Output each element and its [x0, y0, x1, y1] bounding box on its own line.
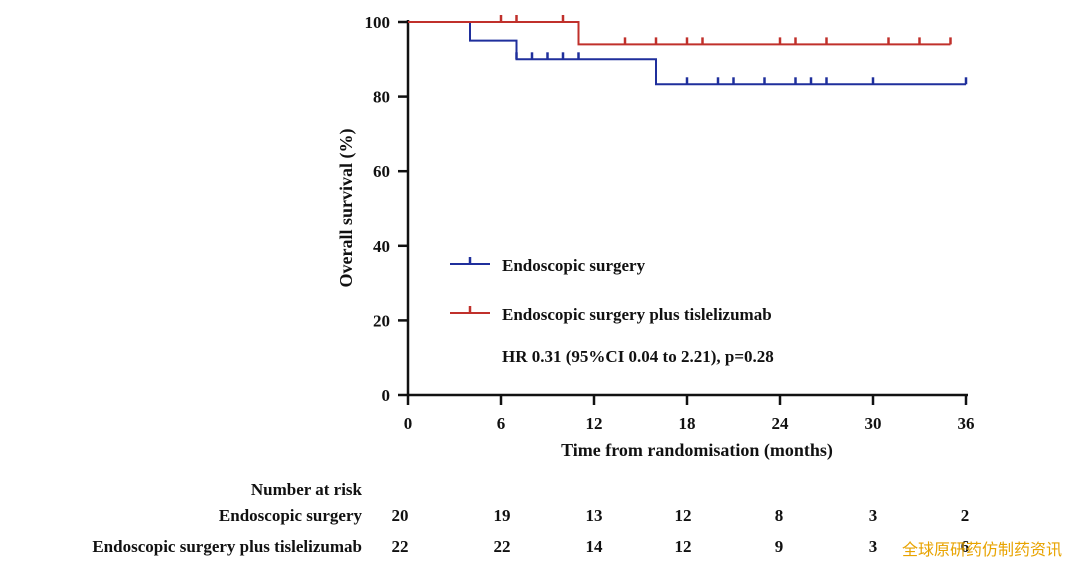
y-tick-label: 100 [365, 13, 391, 32]
legend: Endoscopic surgery Endoscopic surgery plu… [450, 256, 772, 324]
risk-value: 13 [585, 506, 603, 525]
x-axis-label: Time from randomisation (months) [561, 440, 833, 461]
risk-value: 12 [674, 506, 692, 525]
risk-value: 12 [674, 537, 692, 556]
y-tick-label: 20 [373, 311, 390, 330]
risk-table-title: Number at risk [250, 480, 362, 499]
y-tick-label: 60 [373, 162, 390, 181]
survival-curve-1 [408, 21, 951, 46]
y-tick-label: 40 [373, 237, 390, 256]
survival-chart: 0 20 40 60 80 100 0 6 12 18 24 30 36 Endoscopic surg… [336, 13, 975, 461]
series-layer [408, 15, 968, 86]
risk-value: 3 [868, 537, 878, 556]
y-axis-label: Overall survival (%) [336, 129, 357, 288]
survival-curve-0 [408, 21, 966, 86]
risk-value: 19 [493, 506, 511, 525]
x-tick-label: 12 [586, 414, 603, 433]
x-tick-label: 0 [404, 414, 413, 433]
watermark: 全球原研药仿制药资讯 [901, 540, 1062, 559]
risk-value: 22 [493, 537, 511, 556]
y-tick-label: 80 [373, 88, 390, 107]
x-tick-label: 36 [958, 414, 975, 433]
x-tick-label: 18 [679, 414, 696, 433]
risk-value: 20 [391, 506, 409, 525]
risk-row-label-tislelizumab: Endoscopic surgery plus tislelizumab [92, 537, 362, 556]
risk-value: 6 [960, 537, 970, 556]
risk-value: 14 [585, 537, 603, 556]
risk-value: 9 [774, 537, 784, 556]
legend-label-0: Endoscopic surgery [502, 256, 646, 275]
hazard-ratio-annotation: HR 0.31 (95%CI 0.04 to 2.21), p=0.28 [502, 347, 774, 366]
axes: 0 20 40 60 80 100 0 6 12 18 24 30 36 [365, 13, 975, 433]
x-tick-label: 24 [772, 414, 790, 433]
y-tick-label: 0 [382, 386, 391, 405]
risk-value: 22 [391, 537, 409, 556]
risk-value: 8 [774, 506, 784, 525]
risk-row-label-endoscopic: Endoscopic surgery [218, 506, 362, 525]
risk-value: 2 [960, 506, 970, 525]
risk-value: 3 [868, 506, 878, 525]
legend-label-1: Endoscopic surgery plus tislelizumab [502, 305, 772, 324]
x-tick-label: 30 [865, 414, 882, 433]
x-tick-label: 6 [497, 414, 506, 433]
